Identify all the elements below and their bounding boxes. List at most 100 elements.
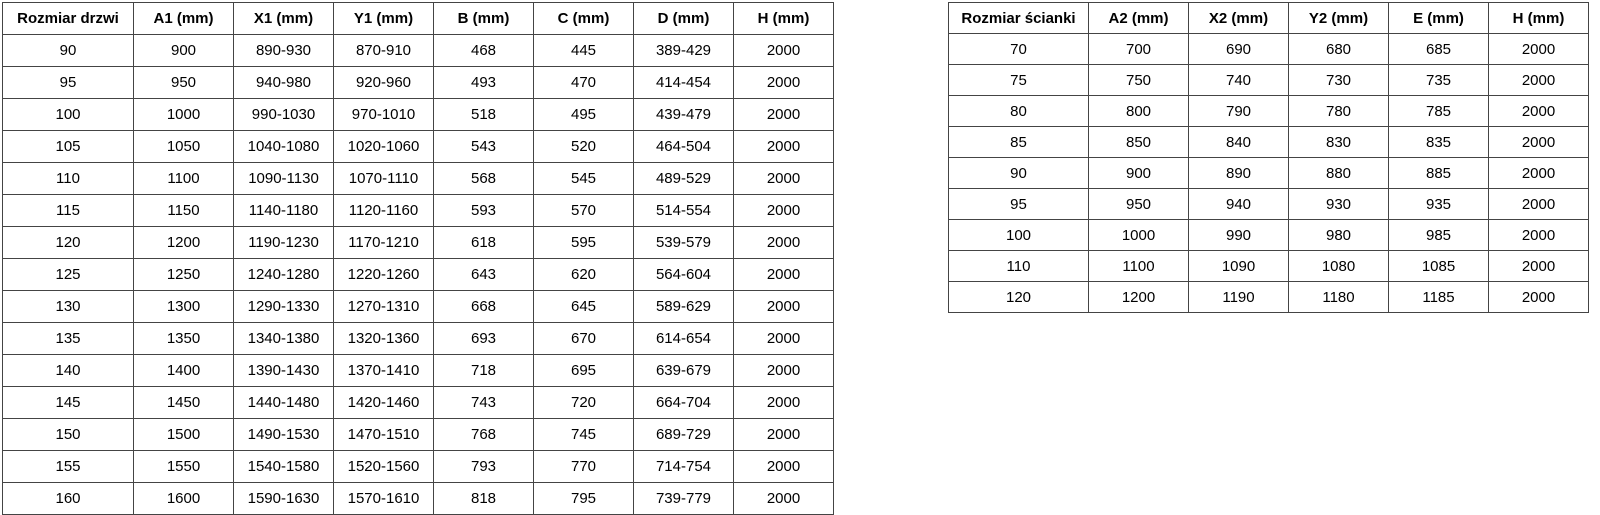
table-cell: 2000: [1488, 95, 1589, 127]
table-cell: 2000: [733, 162, 834, 195]
table-cell: 140: [2, 354, 134, 387]
table-row: 75 750 740 730 735 2000: [948, 64, 1589, 96]
table-cell: 90: [2, 34, 134, 67]
table-cell: 890-930: [233, 34, 334, 67]
table-cell: 1520-1560: [333, 450, 434, 483]
table-cell: 1200: [1088, 281, 1189, 313]
table-cell: 1050: [133, 130, 234, 163]
table-cell: 2000: [1488, 281, 1589, 313]
table-cell: 1370-1410: [333, 354, 434, 387]
table-cell: 614-654: [633, 322, 734, 355]
table-row: 160 1600 1590-1630 1570-1610 818 795 739-779 20…: [2, 482, 834, 515]
table-cell: 880: [1288, 157, 1389, 189]
table-cell: 1270-1310: [333, 290, 434, 323]
table-cell: 670: [533, 322, 634, 355]
table-cell: 2000: [733, 482, 834, 515]
table-cell: 940-980: [233, 66, 334, 99]
table-cell: 120: [948, 281, 1089, 313]
table-cell: 1190: [1188, 281, 1289, 313]
table-cell: 1000: [133, 98, 234, 131]
table-cell: 1400: [133, 354, 234, 387]
table-cell: 568: [433, 162, 534, 195]
table-cell: 95: [2, 66, 134, 99]
table-cell: 85: [948, 126, 1089, 158]
table-cell: 1190-1230: [233, 226, 334, 259]
table-cell: 840: [1188, 126, 1289, 158]
table-cell: 714-754: [633, 450, 734, 483]
column-header: Rozmiar ścianki: [948, 2, 1089, 34]
table-cell: 745: [533, 418, 634, 451]
column-header: Y1 (mm): [333, 2, 434, 35]
table-cell: 2000: [1488, 33, 1589, 65]
table-cell: 564-604: [633, 258, 734, 291]
table-row: 150 1500 1490-1530 1470-1510 768 745 689-729 20…: [2, 418, 834, 451]
table-cell: 464-504: [633, 130, 734, 163]
table-cell: 495: [533, 98, 634, 131]
table-cell: 900: [1088, 157, 1189, 189]
table-row: 90 900 890 880 885 2000: [948, 157, 1589, 189]
table-cell: 700: [1088, 33, 1189, 65]
table-cell: 445: [533, 34, 634, 67]
table-cell: 90: [948, 157, 1089, 189]
table-row: 130 1300 1290-1330 1270-1310 668 645 589-629 20…: [2, 290, 834, 323]
table-row: 145 1450 1440-1480 1420-1460 743 720 664-704 20…: [2, 386, 834, 419]
table-cell: 885: [1388, 157, 1489, 189]
table-cell: 95: [948, 188, 1089, 220]
table-cell: 940: [1188, 188, 1289, 220]
table-cell: 985: [1388, 219, 1489, 251]
table-cell: 2000: [1488, 64, 1589, 96]
table-cell: 1470-1510: [333, 418, 434, 451]
table-cell: 1040-1080: [233, 130, 334, 163]
table-cell: 643: [433, 258, 534, 291]
table-cell: 1300: [133, 290, 234, 323]
table-cell: 689-729: [633, 418, 734, 451]
column-header: A2 (mm): [1088, 2, 1189, 34]
table-row: 85 850 840 830 835 2000: [948, 126, 1589, 158]
table-cell: 2000: [733, 418, 834, 451]
table-cell: 780: [1288, 95, 1389, 127]
table-cell: 790: [1188, 95, 1289, 127]
table-cell: 639-679: [633, 354, 734, 387]
table-cell: 2000: [1488, 157, 1589, 189]
table-cell: 1350: [133, 322, 234, 355]
table-cell: 2000: [733, 258, 834, 291]
table-cell: 2000: [733, 386, 834, 419]
table-cell: 793: [433, 450, 534, 483]
table-cell: 1600: [133, 482, 234, 515]
table-row: 70 700 690 680 685 2000: [948, 33, 1589, 65]
table-cell: 795: [533, 482, 634, 515]
table-cell: 950: [1088, 188, 1189, 220]
table-cell: 668: [433, 290, 534, 323]
table-cell: 1170-1210: [333, 226, 434, 259]
table-cell: 468: [433, 34, 534, 67]
table-cell: 2000: [733, 98, 834, 131]
table-cell: 1020-1060: [333, 130, 434, 163]
table-cell: 768: [433, 418, 534, 451]
table-cell: 935: [1388, 188, 1489, 220]
table-cell: 545: [533, 162, 634, 195]
table-cell: 800: [1088, 95, 1189, 127]
table-cell: 695: [533, 354, 634, 387]
column-header: H (mm): [1488, 2, 1589, 34]
table-cell: 493: [433, 66, 534, 99]
table-row: 110 1100 1090 1080 1085 2000: [948, 250, 1589, 282]
table-cell: 900: [133, 34, 234, 67]
table-cell: 105: [2, 130, 134, 163]
table-cell: 518: [433, 98, 534, 131]
table-cell: 890: [1188, 157, 1289, 189]
table-cell: 1570-1610: [333, 482, 434, 515]
table-cell: 1090-1130: [233, 162, 334, 195]
table-cell: 593: [433, 194, 534, 227]
table-row: 105 1050 1040-1080 1020-1060 543 520 464-504 20…: [2, 130, 834, 163]
table-cell: 1000: [1088, 219, 1189, 251]
table-cell: 1490-1530: [233, 418, 334, 451]
table-cell: 539-579: [633, 226, 734, 259]
table-cell: 115: [2, 194, 134, 227]
header-row: Rozmiar ścianki A2 (mm) X2 (mm) Y2 (mm) E (m…: [948, 2, 1589, 34]
table-cell: 818: [433, 482, 534, 515]
table-cell: 1500: [133, 418, 234, 451]
table-cell: 743: [433, 386, 534, 419]
table-cell: 1250: [133, 258, 234, 291]
door-size-table: Rozmiar drzwi A1 (mm) X1 (mm) Y1 (mm) B (mm)…: [2, 2, 834, 515]
